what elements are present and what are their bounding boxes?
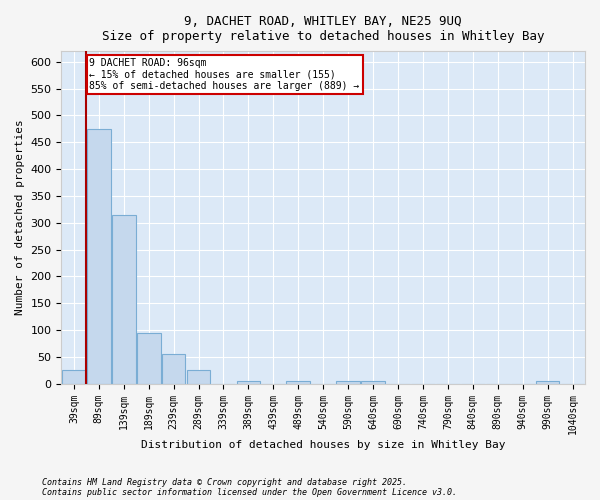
Bar <box>137 332 161 384</box>
Bar <box>112 214 136 384</box>
Bar <box>361 381 385 384</box>
Bar <box>187 370 211 384</box>
Title: 9, DACHET ROAD, WHITLEY BAY, NE25 9UQ
Size of property relative to detached hous: 9, DACHET ROAD, WHITLEY BAY, NE25 9UQ Si… <box>102 15 544 43</box>
Bar <box>162 354 185 384</box>
Text: 9 DACHET ROAD: 96sqm
← 15% of detached houses are smaller (155)
85% of semi-deta: 9 DACHET ROAD: 96sqm ← 15% of detached h… <box>89 58 360 90</box>
Bar <box>87 129 110 384</box>
Bar <box>536 381 559 384</box>
Bar <box>236 381 260 384</box>
X-axis label: Distribution of detached houses by size in Whitley Bay: Distribution of detached houses by size … <box>141 440 505 450</box>
Bar <box>336 381 360 384</box>
Y-axis label: Number of detached properties: Number of detached properties <box>15 120 25 315</box>
Bar <box>286 381 310 384</box>
Bar <box>62 370 86 384</box>
Text: Contains HM Land Registry data © Crown copyright and database right 2025.
Contai: Contains HM Land Registry data © Crown c… <box>42 478 457 497</box>
